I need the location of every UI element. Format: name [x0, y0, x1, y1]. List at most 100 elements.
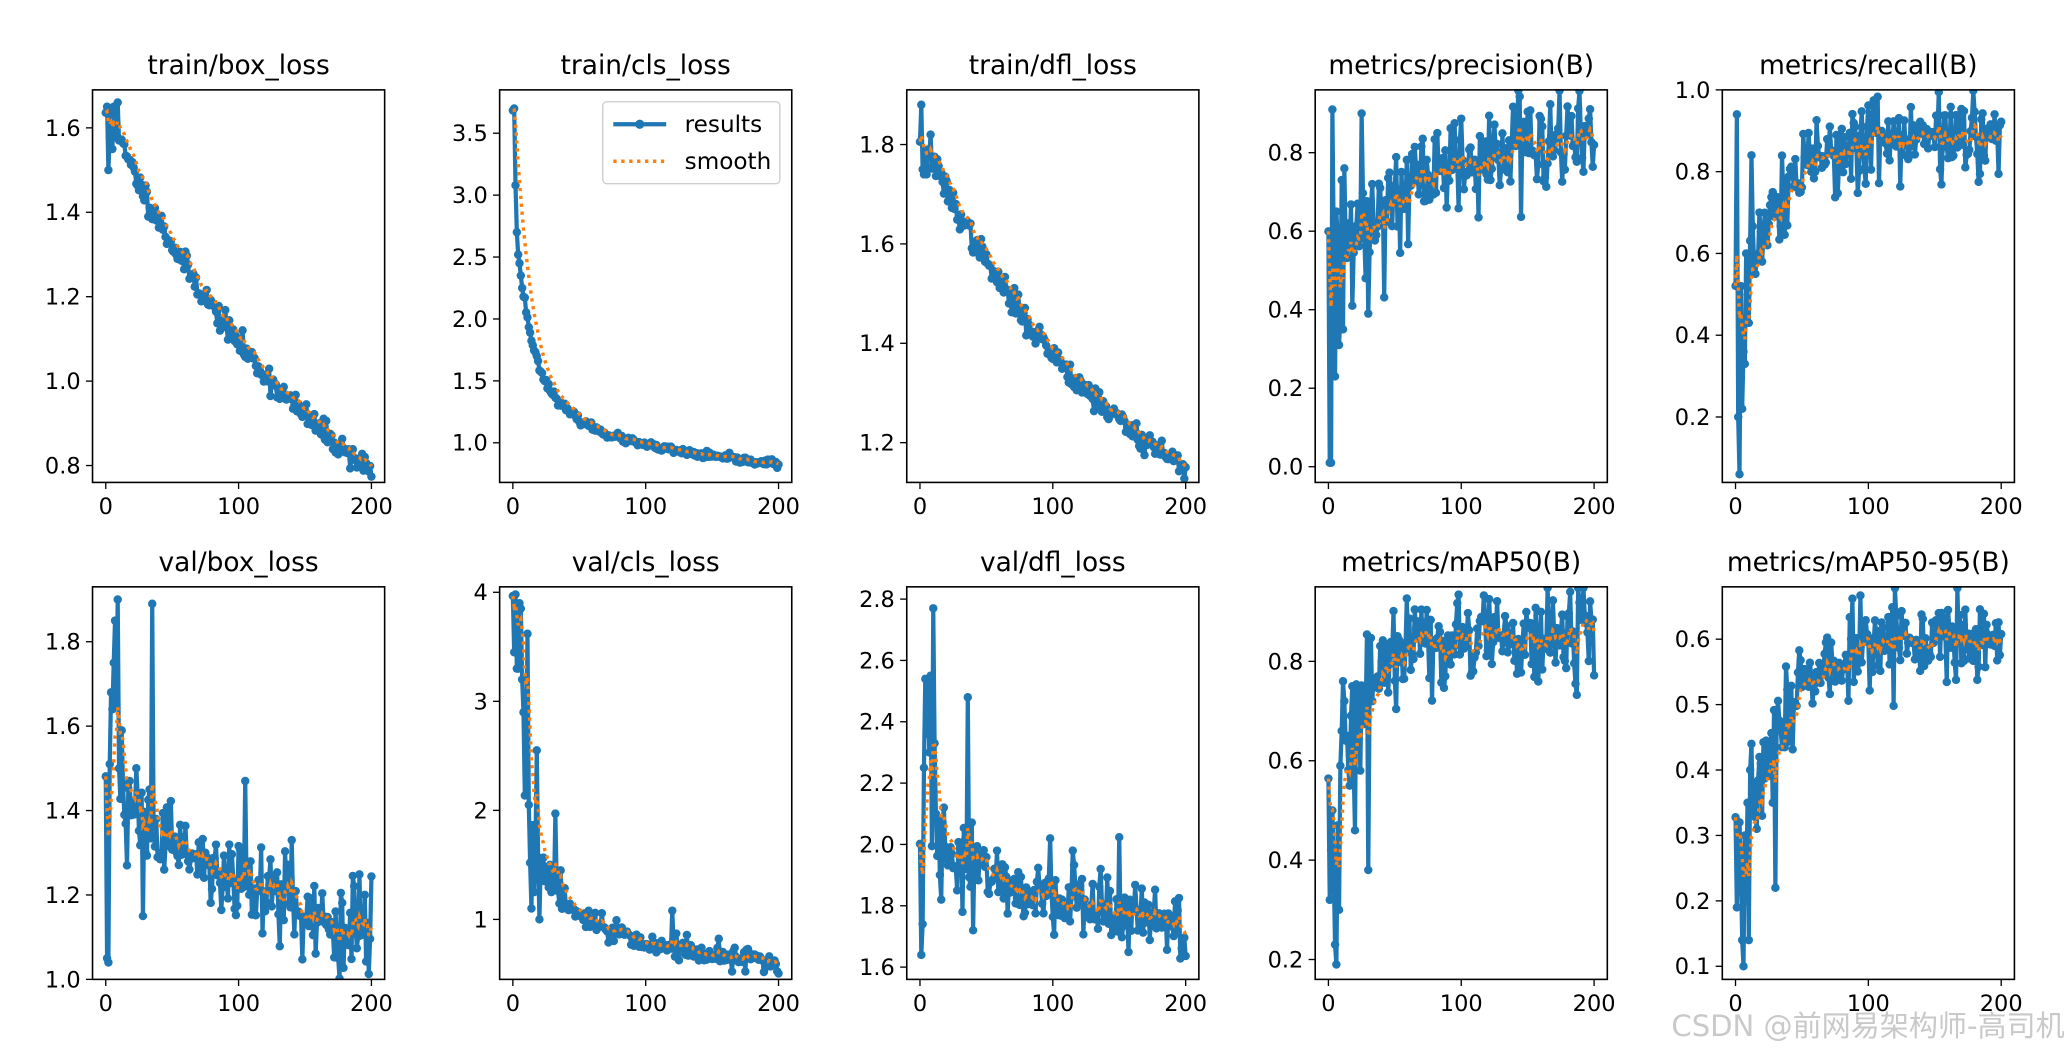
- results-point: [1850, 122, 1860, 132]
- results-point: [1884, 612, 1893, 622]
- results-point: [1411, 624, 1421, 633]
- results-point: [227, 850, 237, 859]
- results-point: [348, 445, 358, 454]
- results-point: [148, 599, 157, 608]
- y-tick-label: 0.2: [1675, 889, 1711, 915]
- results-point: [1534, 160, 1543, 169]
- results-point: [211, 840, 221, 849]
- results-point: [523, 313, 532, 322]
- results-point: [157, 848, 166, 857]
- x-tick-label: 200: [1573, 494, 1616, 520]
- results-point: [996, 887, 1006, 896]
- results-point: [1003, 909, 1012, 918]
- results-point: [1401, 203, 1410, 212]
- results-point: [1841, 650, 1851, 660]
- smooth-line: [1733, 122, 2003, 340]
- plot-area: [1324, 89, 1599, 468]
- results-point: [1093, 924, 1103, 934]
- results-point: [1446, 660, 1455, 669]
- results-point: [1995, 650, 2005, 660]
- results-point: [108, 144, 117, 154]
- legend-results-marker: [635, 119, 645, 129]
- y-tick-label: 1.6: [859, 955, 895, 981]
- results-point: [314, 903, 323, 913]
- results-point: [1449, 147, 1458, 157]
- results-point: [1747, 739, 1756, 749]
- results-point: [1548, 596, 1558, 605]
- results-point: [1340, 164, 1349, 173]
- results-point: [1862, 122, 1872, 131]
- results-point: [1560, 165, 1570, 174]
- results-point: [1439, 183, 1449, 193]
- results-point: [1844, 696, 1853, 705]
- results-point: [1049, 930, 1059, 940]
- results-point: [1397, 167, 1406, 177]
- results-point: [1020, 908, 1030, 918]
- chart-panel-metrics-map50-95-b: metrics/mAP50-95(B) 0 100 200 0.1 0.2 0.3 0.4 0.…: [1675, 547, 2023, 1017]
- results-point: [1894, 643, 1904, 653]
- results-point: [1953, 586, 1962, 593]
- results-point: [1008, 299, 1018, 308]
- results-point: [1947, 622, 1957, 631]
- results-point: [1037, 899, 1047, 909]
- results-point: [929, 604, 938, 613]
- results-point: [1888, 603, 1897, 612]
- results-point: [1409, 654, 1418, 664]
- results-point: [529, 887, 539, 897]
- x-tick-label: 0: [506, 991, 520, 1017]
- results-point: [1366, 633, 1376, 643]
- results-point: [1454, 590, 1463, 599]
- results-point: [553, 886, 563, 896]
- results-point: [1571, 679, 1580, 688]
- results-point: [1978, 640, 1987, 650]
- results-point: [1328, 105, 1337, 114]
- results-point: [1813, 141, 1823, 151]
- results-point: [1177, 944, 1186, 953]
- results-point: [1885, 156, 1894, 165]
- results-point: [1896, 182, 1905, 191]
- results-point: [1336, 761, 1345, 770]
- results-point: [513, 250, 523, 259]
- results-point: [1092, 909, 1101, 919]
- plot-area: [508, 104, 783, 473]
- results-point: [962, 864, 971, 874]
- results-point: [1860, 623, 1869, 632]
- results-point: [1415, 179, 1425, 188]
- results-point: [1978, 109, 1987, 118]
- results-point: [1975, 169, 1985, 179]
- results-point: [1105, 886, 1115, 896]
- results-point: [1381, 196, 1390, 205]
- results-point: [1364, 309, 1373, 318]
- y-tick-label: 1.8: [859, 132, 895, 158]
- results-point: [919, 763, 929, 773]
- results-point: [1174, 893, 1184, 903]
- chart-title: metrics/recall(B): [1759, 50, 1977, 81]
- results-point: [984, 889, 994, 899]
- results-point: [968, 926, 978, 935]
- results-point: [1961, 163, 1970, 172]
- results-point: [1857, 107, 1866, 116]
- results-point: [1536, 607, 1546, 617]
- results-point: [1744, 935, 1754, 945]
- y-tick-label: 0.2: [1675, 405, 1711, 431]
- results-point: [120, 810, 129, 819]
- results-point: [110, 616, 120, 625]
- results-point: [256, 843, 266, 852]
- plot-area: [508, 590, 783, 978]
- results-point: [1072, 903, 1081, 912]
- smooth-line: [918, 134, 1187, 468]
- results-point: [1878, 623, 1888, 632]
- results-point: [612, 915, 621, 925]
- x-tick-label: 100: [217, 991, 260, 1017]
- results-point: [1425, 673, 1434, 683]
- results-point: [1455, 135, 1465, 145]
- results-point: [1853, 188, 1862, 198]
- results-point: [1930, 630, 1940, 640]
- results-point: [1876, 666, 1885, 676]
- results-point: [1958, 140, 1967, 150]
- results-point: [1555, 641, 1564, 650]
- results-point: [1480, 137, 1490, 146]
- results-point: [1435, 627, 1445, 637]
- chart-title: metrics/precision(B): [1328, 50, 1594, 81]
